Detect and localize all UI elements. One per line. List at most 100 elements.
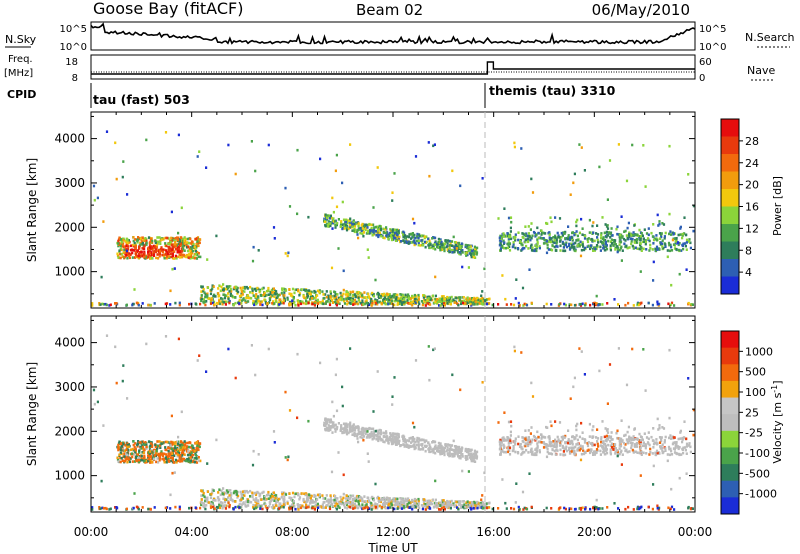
rti-cell xyxy=(198,241,201,245)
rti-cell xyxy=(316,493,320,497)
rti-cell xyxy=(279,298,282,301)
rti-cell xyxy=(536,241,539,244)
rti-cell xyxy=(470,459,473,463)
rti-cell xyxy=(251,493,254,496)
rti-cell xyxy=(100,275,103,279)
rti-cell xyxy=(448,449,451,453)
rti-cell xyxy=(268,301,271,304)
rti-cell xyxy=(575,224,578,228)
rti-cell xyxy=(353,302,356,306)
rti-cell xyxy=(183,249,186,252)
rti-cell xyxy=(147,454,150,457)
rti-cell xyxy=(177,440,180,444)
rti-cell xyxy=(237,494,240,498)
rti-cell xyxy=(542,237,545,240)
rti-cell xyxy=(485,302,489,306)
rti-cell xyxy=(345,503,349,507)
rti-cell xyxy=(668,144,671,148)
rti-cell xyxy=(253,505,256,509)
rti-cell xyxy=(126,445,129,449)
rti-cell xyxy=(206,258,209,261)
rti-cell xyxy=(587,237,590,240)
rti-cell xyxy=(230,498,234,502)
rti-cell xyxy=(167,255,170,258)
rti-cell xyxy=(125,448,128,451)
rti-cell xyxy=(196,442,199,445)
rti-cell xyxy=(329,214,332,218)
rti-cell xyxy=(404,293,407,297)
rti-cell xyxy=(609,236,612,239)
rti-cell xyxy=(204,292,207,296)
rti-cell xyxy=(390,238,394,242)
rti-cell xyxy=(171,267,174,271)
rti-cell xyxy=(148,457,151,461)
rti-cell xyxy=(183,243,186,247)
rti-cell xyxy=(178,301,181,305)
rti-cell xyxy=(624,303,627,307)
rti-cell xyxy=(158,250,162,253)
rti-cell xyxy=(364,432,367,436)
rti-cell xyxy=(439,238,442,241)
rti-cell xyxy=(423,504,426,508)
rti-cell xyxy=(125,253,128,257)
rti-cell xyxy=(465,458,468,461)
rti-cell xyxy=(437,240,440,244)
rti-cell xyxy=(339,291,342,295)
rti-cell xyxy=(476,296,479,300)
rti-cell xyxy=(374,301,377,305)
rti-cell xyxy=(596,233,600,236)
rti-cell xyxy=(372,230,375,234)
rti-cell xyxy=(549,240,553,244)
rti-cell xyxy=(264,301,267,304)
rti-cell xyxy=(368,426,371,430)
rti-cell xyxy=(190,444,193,447)
rti-cell xyxy=(149,458,152,462)
rti-cell xyxy=(439,504,442,507)
rti-cell xyxy=(687,301,690,305)
rti-cell xyxy=(433,301,436,305)
rti-cell xyxy=(408,233,411,236)
rti-cell xyxy=(120,456,123,460)
rti-cell xyxy=(434,236,437,240)
rti-cell xyxy=(134,247,137,251)
rti-cell xyxy=(459,296,462,299)
rti-cell xyxy=(590,237,593,241)
rti-cell xyxy=(341,427,345,430)
rti-cell xyxy=(581,233,584,236)
rti-cell xyxy=(538,245,541,248)
rti-cell xyxy=(293,495,296,499)
rti-cell xyxy=(669,303,672,307)
rti-cell xyxy=(248,500,251,504)
rti-cell xyxy=(658,220,661,223)
rti-cell xyxy=(376,228,380,231)
rti-cell xyxy=(461,301,465,305)
rti-cell xyxy=(442,295,445,298)
rti-cell xyxy=(165,302,169,305)
rti-cell xyxy=(625,244,628,248)
rti-cell xyxy=(335,295,338,299)
rti-cell xyxy=(618,248,621,252)
rti-cell xyxy=(541,231,544,235)
rti-cell xyxy=(143,456,146,459)
rti-cell xyxy=(183,447,186,451)
rti-cell xyxy=(669,243,672,247)
rti-cell xyxy=(688,240,691,243)
rti-cell xyxy=(547,248,550,251)
rti-cell xyxy=(121,175,124,179)
rti-cell xyxy=(341,226,344,230)
rti-cell xyxy=(277,301,280,304)
rti-cell xyxy=(463,299,466,302)
rti-cell xyxy=(202,298,206,301)
rti-cell xyxy=(659,241,662,244)
rti-cell xyxy=(341,223,345,226)
rti-cell xyxy=(421,244,424,247)
rti-cell xyxy=(433,505,436,509)
rti-cell xyxy=(353,293,356,296)
rti-cell xyxy=(253,491,256,495)
rti-cell xyxy=(185,459,188,463)
rti-cell xyxy=(382,501,385,505)
rti-cell xyxy=(531,246,534,250)
rti-cell xyxy=(120,238,123,241)
rti-cell xyxy=(187,445,191,449)
rti-cell xyxy=(609,247,612,250)
